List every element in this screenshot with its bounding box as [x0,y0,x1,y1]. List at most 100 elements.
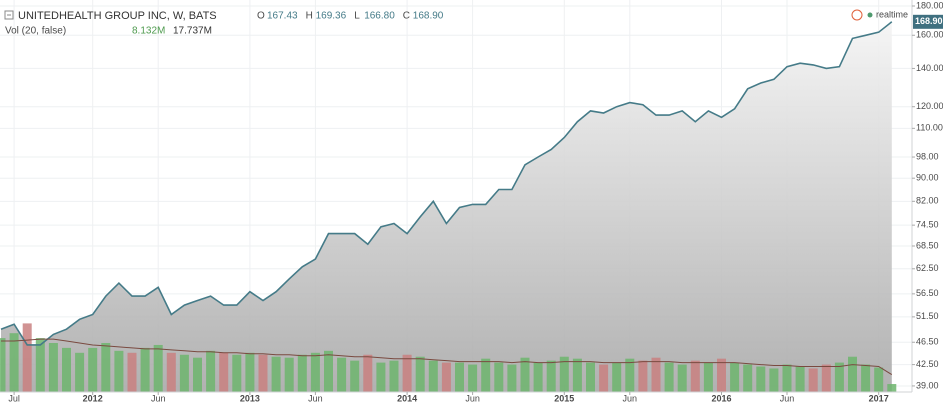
volume-title: Vol (20, false) [5,26,66,37]
volume-bar [232,354,242,392]
axes: 180.00 160.00 140.00 120.00 110.00 98.00 90.00… [8,0,943,403]
volume-bar [520,357,530,392]
ohlc-value: 167.43 [267,11,298,22]
x-tick-label: 2014 [397,393,417,403]
y-tick-label: 180.00 [916,0,943,10]
volume-bar [219,352,229,392]
volume-bar [638,360,648,392]
volume-bar [88,347,98,392]
volume-bar [324,350,333,392]
volume-bar [271,356,281,392]
volume-value: 8.132M [132,26,165,37]
y-tick-label: 68.50 [916,240,939,250]
volume-bar [848,356,857,392]
volume-bar [245,352,255,392]
volume-bar [468,364,478,392]
volume-bar [861,364,871,392]
x-tick-label: Jun [780,393,795,403]
volume-bar [533,362,543,392]
x-tick-label: Jun [151,393,166,403]
volume-bar [455,362,464,392]
volume-bar [730,362,740,392]
ohlc-name: O [257,11,265,22]
volume-bar [114,350,124,392]
volume-bar [0,338,6,392]
y-tick-label: 46.50 [916,337,939,347]
x-tick-label: 2013 [240,393,260,403]
volume-bar [402,354,412,392]
volume-bar [363,354,373,392]
volume-bar [428,360,438,392]
volume-bar [101,343,111,392]
volume-bar [782,364,792,392]
y-tick-label: 140.00 [916,63,943,73]
y-tick-label: 51.50 [916,311,939,321]
collapse-icon[interactable] [4,10,14,20]
x-tick-label: Jun [465,393,480,403]
volume-bar [651,357,661,392]
volume-bar [690,360,700,392]
y-tick-label: 90.00 [916,173,939,183]
x-tick-label: 2012 [83,393,103,403]
status-dot [867,12,873,18]
y-tick-label: 42.50 [916,359,939,369]
volume-bar [599,364,609,392]
volume-bar [22,323,32,392]
volume-bar [546,360,556,392]
volume-bar [887,384,897,392]
ohlc-value: 168.90 [413,11,444,22]
x-tick-label: Jun [308,393,323,403]
x-tick-label: 2015 [554,393,574,403]
volume-bar [9,333,19,392]
volume-bar [310,352,320,392]
price-line [0,21,893,346]
header: UNITEDHEALTH GROUP INC, W, BATS Vol (20,… [4,9,908,37]
volume-bar [808,368,818,392]
plot [0,21,897,393]
ohlc-value: 169.36 [316,11,347,22]
volume-bar [140,347,150,392]
y-tick-label: 62.50 [916,263,939,273]
y-tick-label: 98.00 [916,151,939,161]
volume-bar [625,358,635,392]
y-tick-label: 74.50 [916,220,939,230]
volume-ma-line [1,338,893,376]
volume-ma-value: 17.737M [173,26,212,37]
volume-bar [297,354,307,392]
volume-bar [586,362,595,392]
status: realtime [876,9,908,19]
volume-bar [62,347,71,392]
volume-bar [350,360,360,392]
volume-bar [337,357,347,392]
volume-bar [494,362,504,392]
volume-bar [179,354,189,392]
x-tick-label: Jun [623,393,638,403]
volume-bar [612,362,622,392]
alert-icon[interactable] [851,9,863,21]
volume-bar [677,364,687,392]
last-price-box [913,14,943,29]
volume-bar [284,357,294,392]
volume-bar [559,356,569,392]
volume-bar [507,364,517,392]
volume-bar [481,358,491,392]
volume-bar [795,366,805,392]
y-tick-label: 110.00 [916,123,943,133]
volume-bar [166,352,176,392]
ohlc-name: H [306,11,313,22]
volume-bar [769,368,779,392]
volume-bar [75,352,85,392]
x-tick-label: Jul [8,393,20,403]
volume-bar [415,356,425,392]
y-tick-label: 82.00 [916,196,939,206]
ohlc-name: C [403,11,410,22]
volume-bar [193,357,202,392]
volume-bar [821,364,831,392]
volume-bar [48,343,58,392]
symbol-title: UNITEDHEALTH GROUP INC, W, BATS [18,10,217,22]
volume-bar [153,344,163,392]
volume-bar [441,362,451,392]
price-area [1,21,892,393]
volume-bar [258,354,268,392]
